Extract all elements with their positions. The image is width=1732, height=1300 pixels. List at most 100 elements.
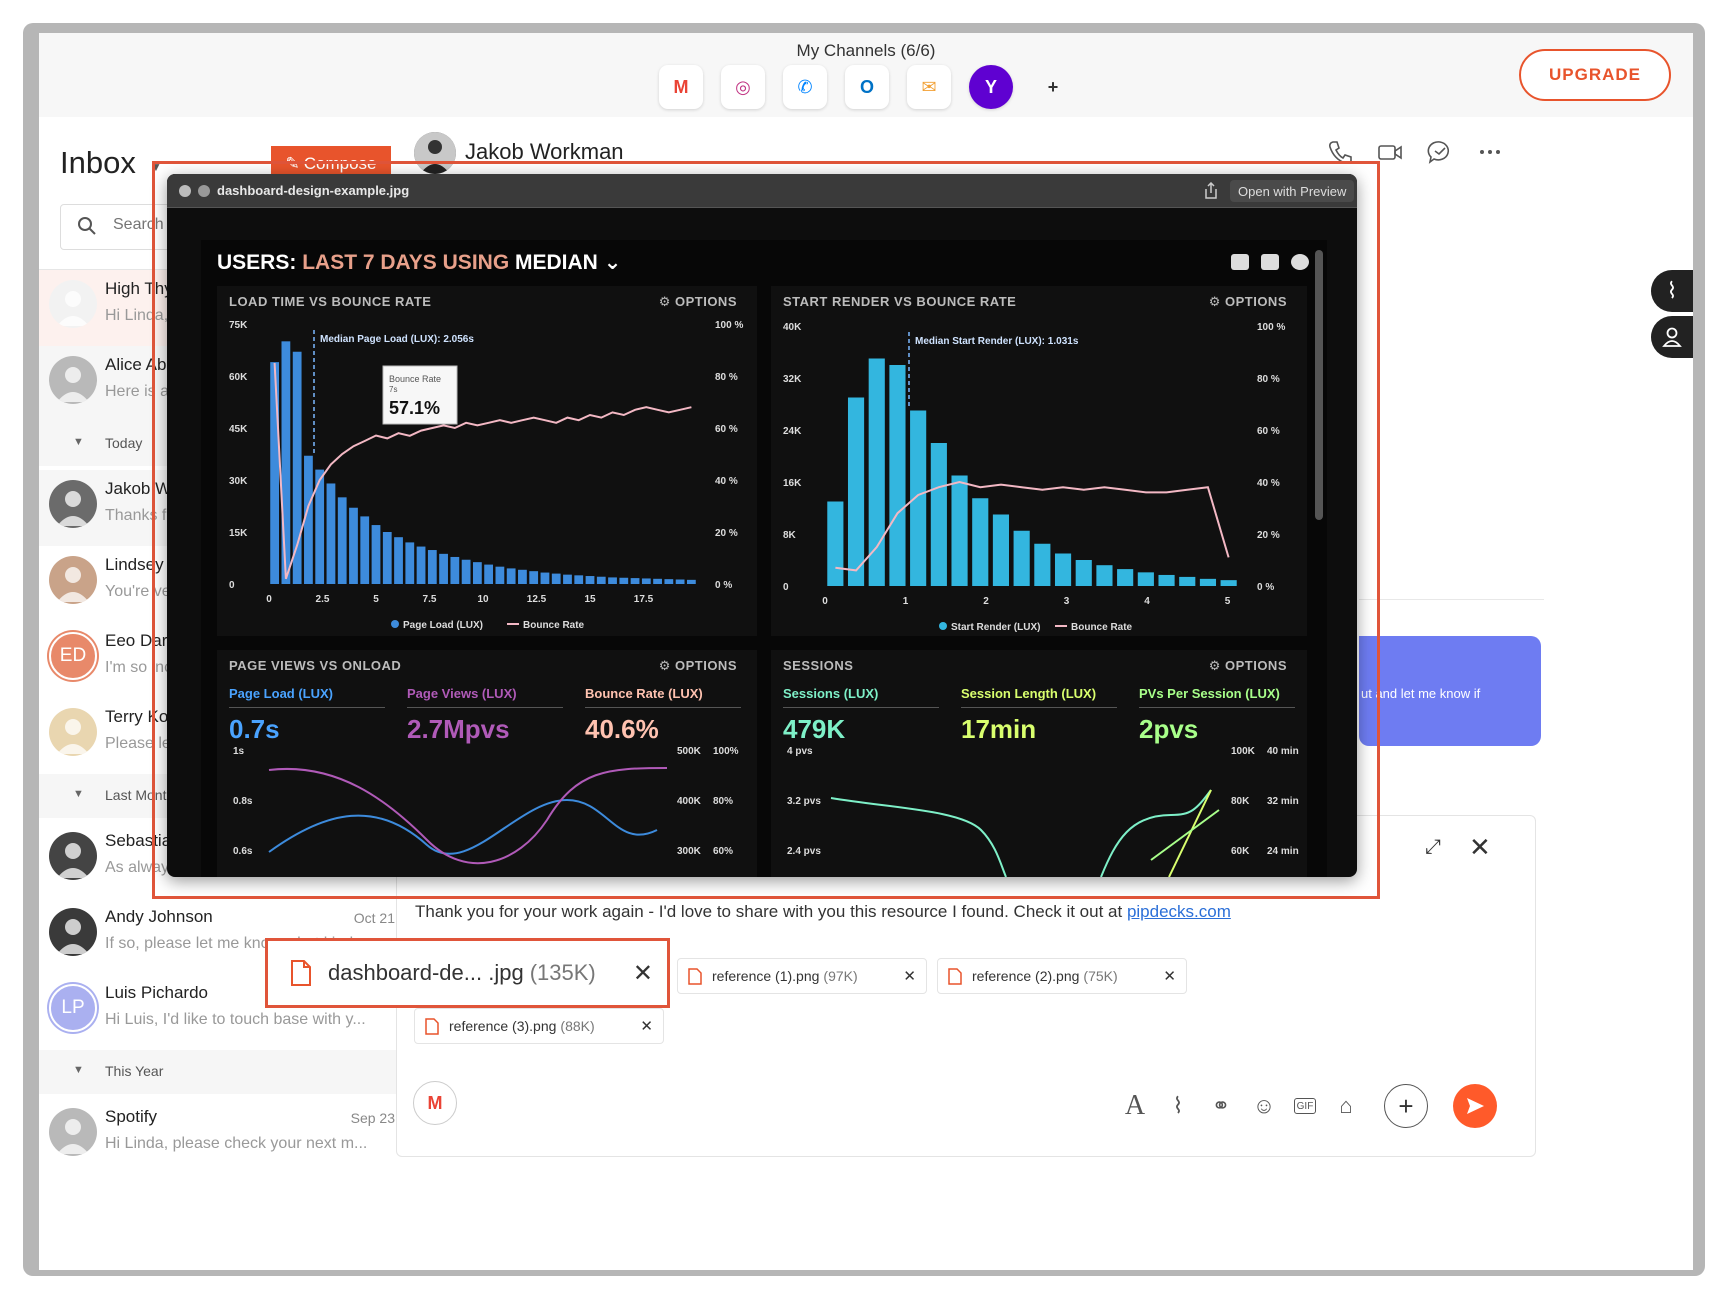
conversation-row[interactable]: LP Luis Pichardo Hi Luis, I'd like to touc…	[39, 974, 419, 1050]
messenger-channel-icon[interactable]: ✆	[783, 65, 827, 109]
y-tick-label: 30K	[229, 476, 248, 487]
instagram-channel-icon[interactable]: ◎	[721, 65, 765, 109]
avatar-initials: ED	[59, 645, 87, 666]
remove-attachment-icon[interactable]: ✕	[1163, 968, 1176, 985]
bar	[641, 578, 651, 584]
chat-icon[interactable]	[1427, 139, 1453, 165]
tag-icon[interactable]: ⌂	[1339, 1093, 1353, 1118]
y3-tick-label: 80%	[713, 796, 733, 807]
image-preview-window: dashboard-design-example.jpg Open with P…	[167, 174, 1357, 877]
kpi-label: Page Load (LUX)	[229, 686, 385, 708]
share-icon[interactable]	[1203, 182, 1219, 200]
panel-options: ⚙ OPTIONS	[1208, 294, 1287, 309]
legend-label: Bounce Rate	[1071, 622, 1133, 633]
more-icon[interactable]	[1477, 139, 1503, 165]
tooltip-box	[382, 365, 458, 425]
attachment-chip[interactable]: reference (3).png (88K) ✕	[414, 1008, 664, 1044]
fullscreen-icon[interactable]	[198, 185, 210, 197]
bar	[315, 469, 325, 584]
remove-attachment-icon[interactable]: ✕	[632, 960, 653, 987]
person-icon	[57, 719, 89, 754]
link-icon[interactable]: ⚭	[1211, 1093, 1231, 1118]
gmail-channel-icon[interactable]: M	[413, 1081, 457, 1125]
chevron-down-icon: ⌄	[603, 251, 622, 274]
paperclip-icon[interactable]: ⌇	[1172, 1093, 1184, 1118]
kpi-label: Sessions (LUX)	[783, 686, 939, 708]
bar	[506, 568, 516, 584]
message-body[interactable]: Thank you for your work again - I'd love…	[415, 902, 1231, 922]
bar	[1096, 565, 1113, 586]
panel-title: LOAD TIME VS BOUNCE RATE	[229, 294, 432, 309]
inbox-title[interactable]: Inbox	[60, 145, 136, 180]
message-date: Sep 23	[350, 1110, 395, 1126]
bar	[540, 572, 550, 584]
close-composer-icon[interactable]: ✕	[1469, 832, 1491, 862]
conversation-row[interactable]: Andy Johnson If so, please let me know wh…	[39, 898, 419, 974]
preview-scrollbar[interactable]	[1315, 250, 1323, 520]
kpi-card: Page Load (LUX) 0.7s	[229, 686, 385, 745]
conversation-row[interactable]: ED Eeo Daris I'm so incr	[39, 622, 419, 698]
bar	[847, 397, 865, 586]
section-label: Today	[105, 435, 143, 451]
bounce-rate-line	[835, 480, 1230, 572]
message-preview: Hi Luis, I'd like to touch base with y..…	[105, 1011, 366, 1028]
y-tick-label: 2.4 pvs	[787, 846, 821, 857]
add-channel-icon[interactable]: +	[1031, 65, 1075, 109]
y2-tick-label: 100K	[1231, 746, 1256, 757]
y-tick-label: 60K	[229, 372, 248, 383]
help-icon	[1291, 254, 1309, 270]
gmail-channel-icon[interactable]: M	[659, 65, 703, 109]
add-icon[interactable]: +	[1384, 1084, 1428, 1128]
bar	[472, 562, 482, 584]
conversation-row[interactable]: Spotify Hi Linda, please check your next …	[39, 1098, 419, 1174]
gif-icon[interactable]: GIF	[1294, 1098, 1316, 1114]
email-channel-icon[interactable]: ✉	[907, 65, 951, 109]
close-icon[interactable]	[179, 185, 191, 197]
conversation-row[interactable]: Terry Kors Please let	[39, 698, 419, 774]
conversation-row[interactable]: Sebastian As always	[39, 822, 419, 898]
message-bubble: ut and let me know if	[1359, 636, 1541, 746]
outlook-channel-icon[interactable]: O	[845, 65, 889, 109]
contact-name: Jakob Wor	[105, 479, 186, 498]
yahoo-channel-icon[interactable]: Y	[969, 65, 1013, 109]
legend-label: Bounce Rate	[523, 620, 585, 631]
avatar	[49, 356, 97, 404]
highlighted-attachment[interactable]: dashboard-de... .jpg (135K) ✕	[265, 938, 670, 1008]
emoji-icon[interactable]: ☺	[1252, 1093, 1276, 1118]
avatar	[49, 908, 97, 956]
avatar	[49, 1108, 97, 1156]
upgrade-button[interactable]: UPGRADE	[1519, 49, 1671, 101]
message-link[interactable]: pipdecks.com	[1126, 902, 1231, 921]
conversation-row[interactable]: Lindsey D You're ve	[39, 546, 419, 622]
kpi-value: 479K	[783, 714, 846, 744]
inbox-caret-icon[interactable]: ▼	[150, 160, 162, 174]
y2-tick-label: 100 %	[715, 320, 743, 331]
section-header[interactable]: ▼ This Year	[39, 1050, 419, 1094]
preview-filename: dashboard-design-example.jpg	[217, 183, 410, 198]
profile-tab[interactable]	[1651, 316, 1693, 358]
x-tick-label: 5	[1225, 596, 1231, 607]
kpi-value: 17min	[961, 714, 1037, 744]
search-icon	[78, 217, 96, 235]
page-views-line	[268, 767, 668, 865]
sessions-line	[830, 797, 1007, 877]
bar	[281, 341, 291, 584]
attachment-chip[interactable]: reference (1).png (97K) ✕	[677, 958, 927, 994]
remove-attachment-icon[interactable]: ✕	[640, 1018, 653, 1035]
attachment-chip[interactable]: reference (2).png (75K) ✕	[937, 958, 1187, 994]
video-icon[interactable]	[1377, 139, 1403, 165]
send-button[interactable]	[1453, 1084, 1497, 1128]
bar	[574, 575, 584, 584]
preview-titlebar: dashboard-design-example.jpg Open with P…	[167, 174, 1357, 208]
text-format-icon[interactable]: A	[1124, 1090, 1146, 1121]
remove-attachment-icon[interactable]: ✕	[903, 968, 916, 985]
y-tick-label: 0.8s	[233, 796, 253, 807]
contact-avatar[interactable]	[414, 132, 456, 174]
bar	[563, 574, 572, 584]
bar	[484, 564, 494, 584]
preview-highlight	[152, 161, 1380, 899]
open-with-preview-button[interactable]: Open with Preview	[1230, 180, 1355, 202]
attachments-tab[interactable]: ⌇	[1651, 270, 1693, 312]
expand-icon[interactable]: ⤢	[1425, 836, 1441, 858]
attachment-name: dashboard-de... .jpg	[328, 960, 524, 985]
